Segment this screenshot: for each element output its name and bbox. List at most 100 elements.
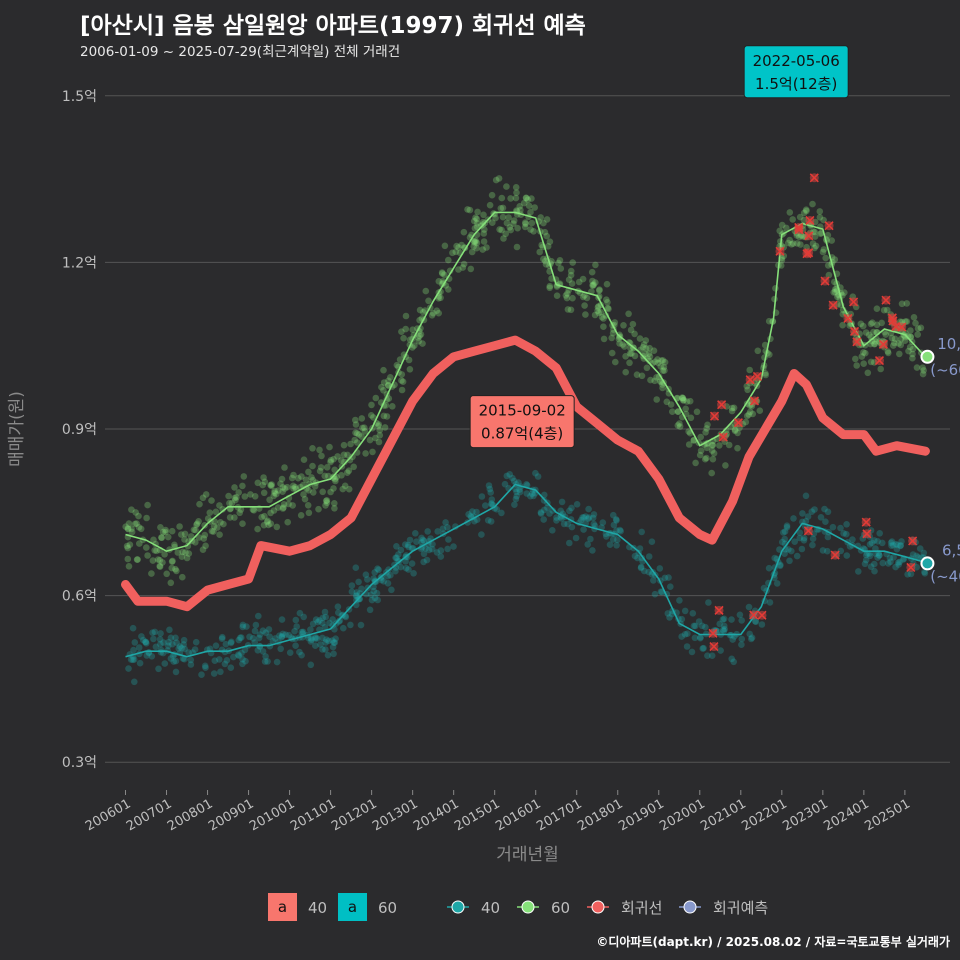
x-marker	[805, 215, 815, 226]
scatter-point-60	[398, 371, 406, 378]
scatter-point-60	[873, 305, 881, 313]
scatter-point-40	[728, 655, 735, 663]
scatter-point-60	[512, 194, 520, 202]
scatter-point-40	[469, 508, 476, 515]
scatter-point-40	[307, 626, 314, 633]
scatter-point-40	[636, 545, 644, 552]
scatter-point-60	[239, 482, 246, 490]
scatter-point-40	[681, 631, 689, 638]
scatter-point-60	[128, 528, 136, 536]
scatter-point-60	[472, 238, 479, 246]
scatter-point-60	[352, 421, 360, 428]
scatter-point-60	[862, 329, 870, 336]
scatter-point-60	[201, 531, 209, 539]
scatter-point-40	[442, 519, 449, 526]
scatter-point-60	[483, 244, 490, 251]
scatter-point-40	[708, 652, 716, 659]
scatter-point-60	[187, 533, 195, 540]
scatter-point-60	[156, 556, 164, 564]
scatter-point-60	[331, 475, 339, 483]
scatter-point-40	[809, 541, 816, 549]
x-marker	[718, 432, 728, 442]
scatter-point-60	[321, 472, 329, 480]
legend-line-item: 40	[447, 899, 500, 917]
x-marker	[794, 225, 804, 235]
scatter-point-40	[681, 607, 689, 615]
scatter-point-60	[132, 509, 139, 516]
scatter-point-60	[546, 282, 554, 290]
scatter-point-40	[645, 553, 653, 560]
scatter-point-40	[875, 552, 883, 559]
scatter-point-40	[485, 482, 493, 489]
scatter-point-40	[266, 633, 273, 640]
scatter-point-40	[157, 640, 164, 648]
end-point-60	[920, 349, 935, 364]
scatter-point-40	[573, 501, 581, 508]
scatter-point-60	[882, 331, 890, 338]
scatter-point-60	[290, 471, 297, 479]
scatter-point-40	[915, 554, 922, 561]
scatter-point-60	[445, 286, 452, 293]
scatter-point-40	[393, 543, 400, 550]
scatter-point-60	[137, 525, 145, 533]
scatter-point-60	[195, 518, 202, 525]
scatter-point-60	[353, 430, 361, 437]
scatter-point-60	[598, 313, 606, 321]
scatter-point-60	[345, 485, 353, 493]
end-point-40	[920, 556, 935, 571]
scatter-point-60	[860, 360, 867, 368]
scatter-point-60	[416, 306, 424, 314]
scatter-point-60	[661, 358, 669, 366]
scatter-point-60	[809, 200, 816, 208]
x-marker	[757, 610, 767, 620]
scatter-point-40	[143, 652, 151, 659]
scatter-point-60	[449, 249, 456, 257]
scatter-point-40	[580, 526, 587, 533]
scatter-point-60	[322, 502, 329, 509]
scatter-point-40	[748, 634, 756, 641]
scatter-point-40	[191, 646, 199, 653]
scatter-point-60	[708, 469, 715, 477]
scatter-point-60	[396, 356, 404, 363]
scatter-point-40	[523, 490, 531, 497]
callout-label: 2022-05-06 1.5억(12층)	[743, 45, 849, 99]
scatter-point-60	[522, 219, 529, 226]
scatter-point-40	[872, 545, 879, 552]
scatter-point-40	[867, 563, 875, 570]
scatter-point-60	[646, 353, 654, 360]
scatter-point-60	[199, 494, 207, 502]
scatter-point-60	[123, 542, 131, 550]
scatter-point-60	[273, 523, 281, 531]
scatter-point-40	[172, 668, 180, 676]
scatter-point-40	[319, 646, 326, 653]
scatter-point-40	[276, 632, 283, 639]
scatter-point-40	[482, 502, 489, 509]
x-marker	[828, 300, 838, 310]
scatter-point-40	[796, 534, 803, 542]
scatter-point-60	[709, 442, 716, 449]
scatter-point-60	[796, 233, 803, 241]
scatter-point-60	[455, 244, 462, 251]
scatter-point-60	[872, 338, 879, 345]
scatter-point-60	[878, 319, 885, 327]
scatter-point-60	[824, 262, 832, 269]
scatter-point-60	[596, 287, 603, 294]
scatter-point-60	[497, 205, 505, 212]
scatter-point-40	[405, 566, 412, 573]
legend: a 40 a 60 40 60 회귀선 회귀예측	[268, 893, 768, 921]
scatter-point-40	[503, 472, 511, 480]
scatter-point-40	[512, 495, 520, 503]
scatter-point-60	[480, 238, 488, 245]
scatter-point-60	[473, 215, 481, 223]
scatter-point-60	[415, 338, 423, 345]
scatter-point-40	[478, 531, 485, 538]
scatter-point-60	[416, 316, 423, 324]
x-marker	[775, 246, 785, 256]
scatter-point-60	[499, 204, 507, 212]
scatter-point-60	[368, 401, 375, 409]
scatter-point-40	[781, 535, 788, 543]
scatter-point-40	[683, 643, 691, 650]
scatter-point-40	[516, 486, 523, 493]
x-marker	[708, 628, 718, 638]
scatter-point-60	[903, 300, 911, 307]
